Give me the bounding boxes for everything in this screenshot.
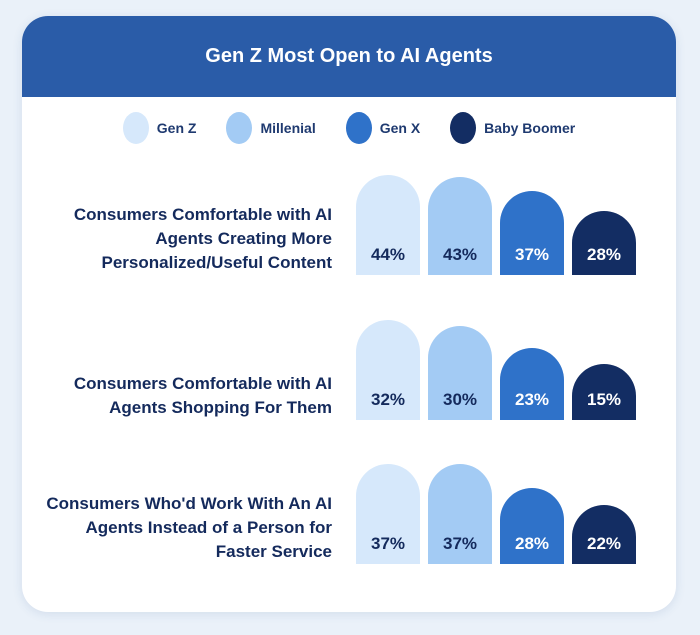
bar: 37%	[500, 190, 564, 275]
data-label: 43%	[442, 245, 478, 264]
legend-item: Millenial	[226, 112, 316, 144]
data-label: 28%	[586, 245, 622, 264]
data-label: 37%	[514, 245, 550, 264]
data-label: 22%	[586, 534, 622, 553]
legend: Gen Z Millenial Gen X Baby Boomer	[22, 112, 676, 144]
legend-label: Millenial	[260, 120, 316, 136]
chart-card: Gen Z Most Open to AI Agents Gen Z Millen…	[22, 16, 676, 612]
legend-item: Gen X	[345, 112, 421, 144]
legend-swatch	[450, 112, 477, 144]
legend-item: Baby Boomer	[450, 112, 575, 144]
chart-title: Gen Z Most Open to AI Agents	[22, 16, 676, 97]
data-label: 28%	[514, 534, 550, 553]
legend-label: Gen X	[379, 120, 421, 136]
bar: 22%	[572, 504, 636, 564]
data-label: 37%	[442, 534, 478, 553]
legend-swatch	[226, 112, 253, 144]
data-label: 37%	[370, 534, 406, 553]
legend-label: Gen Z	[156, 120, 197, 136]
category-label: Consumers Comfortable with AI Agents Sho…	[73, 374, 332, 417]
bar: 32%	[356, 320, 420, 420]
bar: 37%	[428, 464, 492, 564]
bar-group: Consumers Comfortable with AI Agents Cre…	[22, 165, 676, 275]
data-label: 32%	[370, 390, 406, 409]
category-label: Consumers Who'd Work With An AI Agents I…	[46, 494, 332, 561]
bar-group: Consumers Comfortable with AI Agents Sho…	[22, 310, 676, 420]
legend-swatch	[345, 112, 372, 144]
bar: 15%	[572, 364, 636, 420]
bar: 28%	[500, 488, 564, 564]
bar: 30%	[428, 326, 492, 420]
category-label: Consumers Comfortable with AI Agents Cre…	[73, 205, 332, 272]
legend-item: Gen Z	[122, 112, 197, 144]
data-label: 15%	[586, 390, 622, 409]
data-label: 23%	[514, 390, 550, 409]
bar: 44%	[356, 175, 420, 275]
bar: 43%	[428, 177, 492, 275]
bar: 28%	[572, 211, 636, 275]
legend-swatch	[122, 112, 149, 144]
bar: 23%	[500, 348, 564, 420]
data-label: 44%	[370, 245, 406, 264]
data-label: 30%	[442, 390, 478, 409]
bar: 37%	[356, 464, 420, 564]
bar-group: Consumers Who'd Work With An AI Agents I…	[22, 454, 676, 564]
legend-label: Baby Boomer	[484, 120, 576, 136]
